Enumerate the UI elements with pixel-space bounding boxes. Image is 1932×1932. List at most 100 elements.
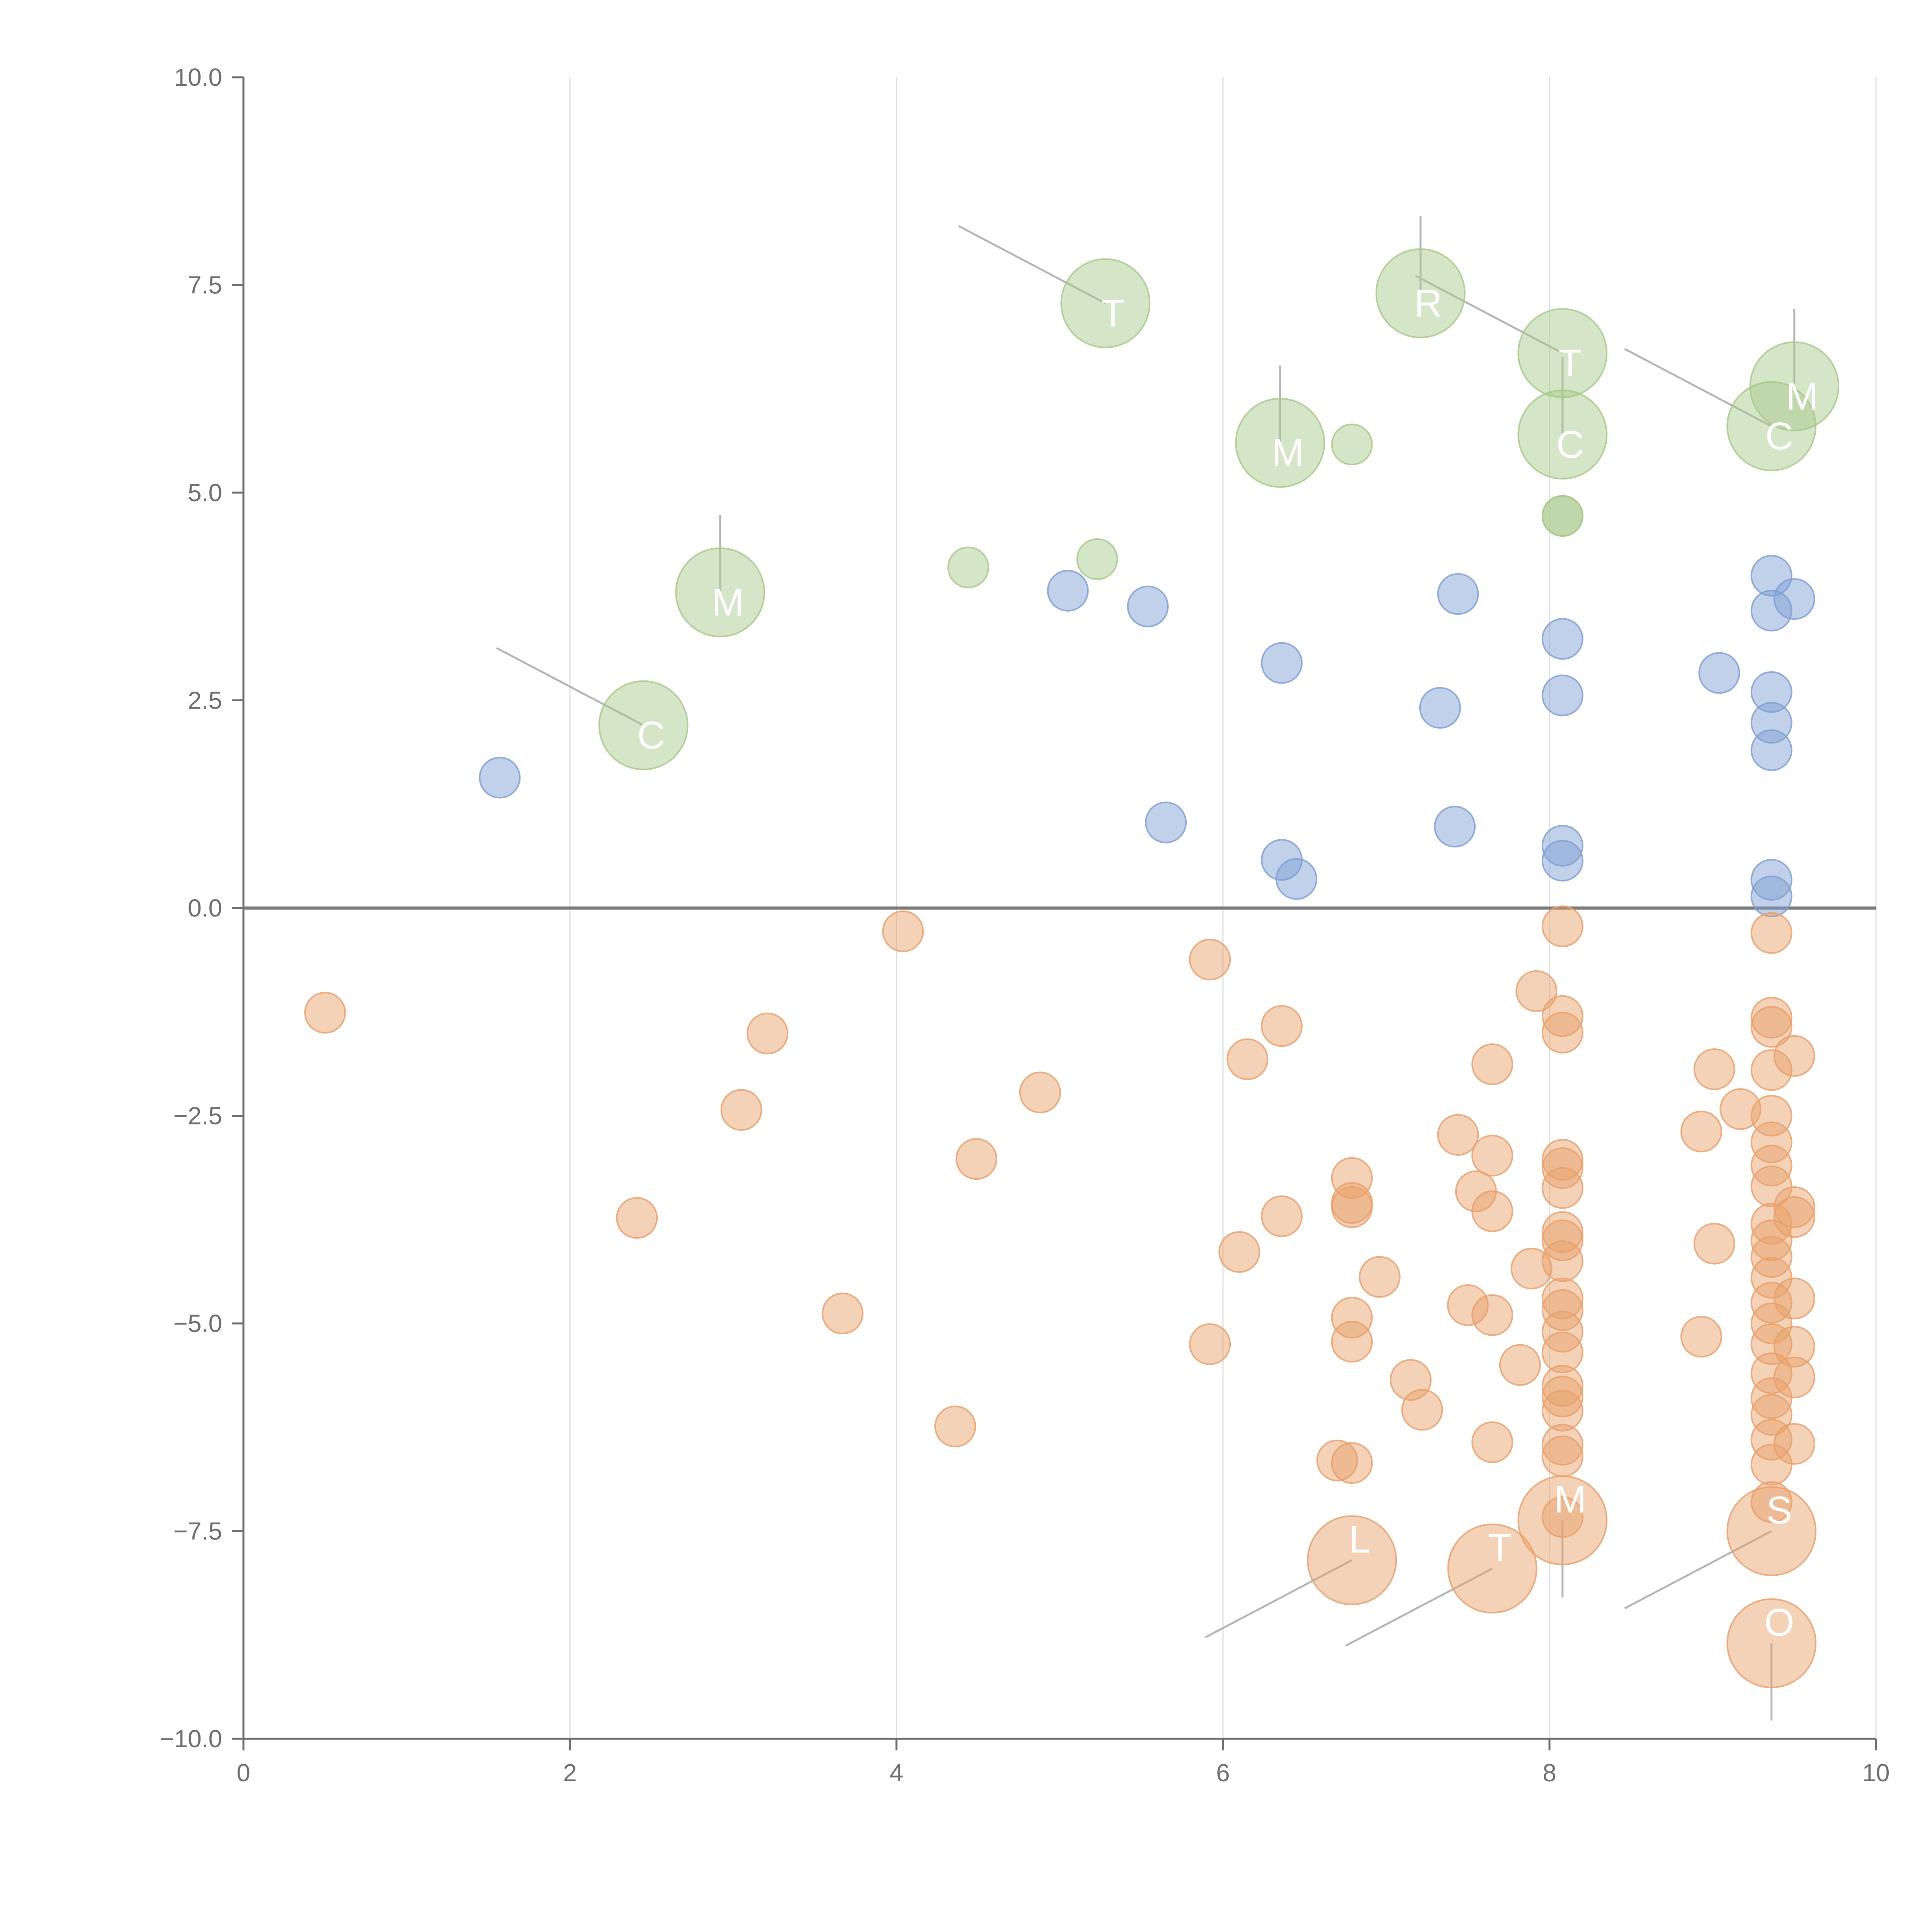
orange-bubble (747, 1012, 789, 1054)
orange-bubble (1189, 1323, 1231, 1365)
orange-bubble-label: S (1766, 1489, 1792, 1532)
orange-bubble (1541, 1277, 1583, 1320)
orange-bubble (1019, 1071, 1061, 1114)
orange-bubble (1750, 1352, 1793, 1394)
y-tick-label: 7.5 (188, 271, 222, 299)
orange-bubble (1541, 1496, 1583, 1538)
green-bubble (1375, 248, 1466, 338)
orange-bubble (1447, 1284, 1489, 1326)
orange-bubble (1541, 995, 1583, 1037)
green-bubble (1749, 341, 1840, 432)
orange-bubble (1541, 1435, 1583, 1477)
orange-bubble (934, 1405, 976, 1447)
bubbles-layer (304, 248, 1840, 1689)
orange-bubble (1773, 1423, 1815, 1465)
x-tick-label: 6 (1216, 1759, 1230, 1787)
orange-bubble (1331, 1186, 1373, 1228)
blue-bubble (1276, 858, 1318, 900)
orange-bubble (1773, 1196, 1815, 1238)
blue-bubble (1750, 875, 1793, 917)
orange-bubble (1693, 1048, 1735, 1090)
x-tick-label: 0 (236, 1759, 250, 1787)
orange-bubble (1541, 1423, 1583, 1466)
orange-bubble (956, 1138, 998, 1180)
orange-bubble (1541, 1376, 1583, 1418)
orange-bubble (1719, 1088, 1762, 1130)
blue-bubble (1437, 573, 1479, 615)
orange-bubble (1541, 1240, 1583, 1282)
orange-bubble (1750, 1219, 1793, 1261)
green-bubble (1517, 308, 1608, 398)
orange-bubble (1471, 1134, 1514, 1177)
orange-bubble (1471, 1421, 1514, 1463)
blue-bubble (1419, 687, 1461, 729)
blue-bubble (1541, 674, 1583, 716)
green-bubble-label: T (1558, 342, 1582, 385)
axes-layer: 0 2 4 6 8 10 10.0 7.5 5.0 2.5 0.0 −2.5 −5.0 −7.5 −10.0 (160, 63, 1890, 1787)
orange-bubble-label: O (1764, 1601, 1794, 1644)
y-tick-label: 10.0 (174, 63, 222, 91)
blue-bubble (1750, 555, 1793, 597)
green-bubble (1060, 258, 1151, 349)
orange-bubble (1189, 939, 1231, 981)
orange-bubble (1401, 1389, 1443, 1431)
y-tick-label: −5.0 (173, 1310, 222, 1337)
orange-bubble (1359, 1256, 1401, 1298)
green-leader-line (1624, 348, 1772, 427)
green-bubble (1517, 389, 1608, 480)
orange-bubble (1499, 1344, 1541, 1386)
orange-bubble (1750, 1257, 1793, 1299)
orange-bubble (1541, 1365, 1583, 1407)
green-leader-line (958, 225, 1106, 304)
orange-bubble (1773, 1356, 1815, 1398)
orange-bubble (616, 1197, 658, 1239)
green-bubble (947, 546, 989, 588)
blue-bubble (1750, 590, 1793, 632)
blue-bubble (1698, 652, 1740, 694)
orange-bubble-label: T (1488, 1526, 1512, 1569)
orange-bubble (1750, 1323, 1793, 1365)
orange-bubble (1541, 1289, 1583, 1331)
green-bubble-label: M (712, 581, 744, 624)
orange-bubble (1541, 905, 1583, 947)
orange-bubble (1750, 1481, 1793, 1523)
green-bubble-label: M (1786, 375, 1818, 418)
orange-bubble (1331, 1157, 1373, 1199)
orange-bubble (1750, 1095, 1793, 1137)
orange-bubble (1773, 1326, 1815, 1368)
orange-bubble-label: M (1554, 1478, 1586, 1521)
orange-bubble (1750, 1444, 1793, 1486)
orange-bubble (1750, 1394, 1793, 1436)
blue-bubble (1261, 642, 1303, 684)
green-bubble (1331, 423, 1373, 466)
green-bubble (675, 547, 765, 638)
green-bubble-label: M (1272, 431, 1304, 474)
orange-bubble (1517, 1475, 1608, 1565)
orange-leader-line (1624, 1530, 1772, 1609)
orange-bubble (1316, 1439, 1358, 1481)
y-tick-label: 0.0 (188, 894, 222, 922)
orange-bubble (1750, 1165, 1793, 1208)
y-tick-label: 5.0 (188, 479, 222, 507)
blue-bubble (1127, 585, 1169, 628)
orange-bubble (1750, 1049, 1793, 1091)
orange-bubble (1750, 1006, 1793, 1048)
green-bubble-label: T (1101, 292, 1125, 335)
green-leader-line (1415, 275, 1563, 354)
green-bubble-label: C (1765, 415, 1793, 458)
green-bubble (1541, 495, 1583, 537)
orange-bubble (1680, 1111, 1722, 1153)
blue-bubble (1773, 578, 1815, 620)
green-bubble (1076, 538, 1118, 580)
orange-leader-line (1345, 1568, 1493, 1647)
orange-bubble (1471, 1043, 1514, 1085)
orange-bubble (1437, 1114, 1479, 1156)
blue-bubble (1434, 806, 1476, 848)
orange-bubble (1541, 1012, 1583, 1054)
orange-bubble (1750, 997, 1793, 1039)
x-tick-label: 2 (563, 1759, 577, 1787)
green-bubble (1235, 398, 1325, 488)
orange-bubble (1726, 1486, 1817, 1576)
orange-bubble (1218, 1231, 1260, 1273)
